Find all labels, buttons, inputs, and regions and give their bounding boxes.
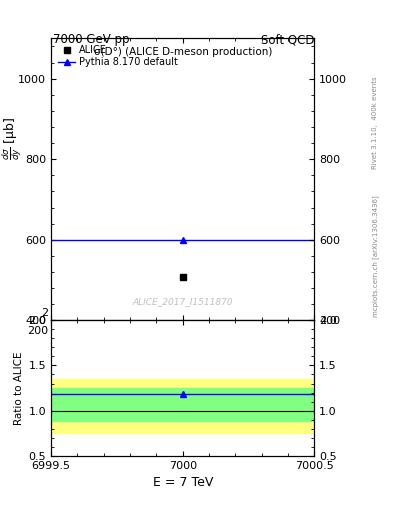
Text: mcplots.cern.ch [arXiv:1306.3436]: mcplots.cern.ch [arXiv:1306.3436] <box>372 195 379 317</box>
X-axis label: E = 7 TeV: E = 7 TeV <box>152 476 213 489</box>
Text: ALICE_2017_I1511870: ALICE_2017_I1511870 <box>132 297 233 306</box>
Y-axis label: Ratio to ALICE: Ratio to ALICE <box>14 351 24 425</box>
Text: Soft QCD: Soft QCD <box>261 33 314 46</box>
Bar <box>51 379 314 433</box>
Text: Rivet 3.1.10,  400k events: Rivet 3.1.10, 400k events <box>372 77 378 169</box>
Legend: ALICE, Pythia 8.170 default: ALICE, Pythia 8.170 default <box>56 43 180 69</box>
Text: 200: 200 <box>28 326 48 336</box>
Text: σ(D°) (ALICE D-meson production): σ(D°) (ALICE D-meson production) <box>94 47 272 57</box>
Bar <box>51 388 314 421</box>
Text: 7000 GeV pp: 7000 GeV pp <box>53 33 130 46</box>
Text: $\frac{d\sigma}{dy}$ [μb]: $\frac{d\sigma}{dy}$ [μb] <box>0 117 24 160</box>
Text: 2: 2 <box>41 308 48 317</box>
